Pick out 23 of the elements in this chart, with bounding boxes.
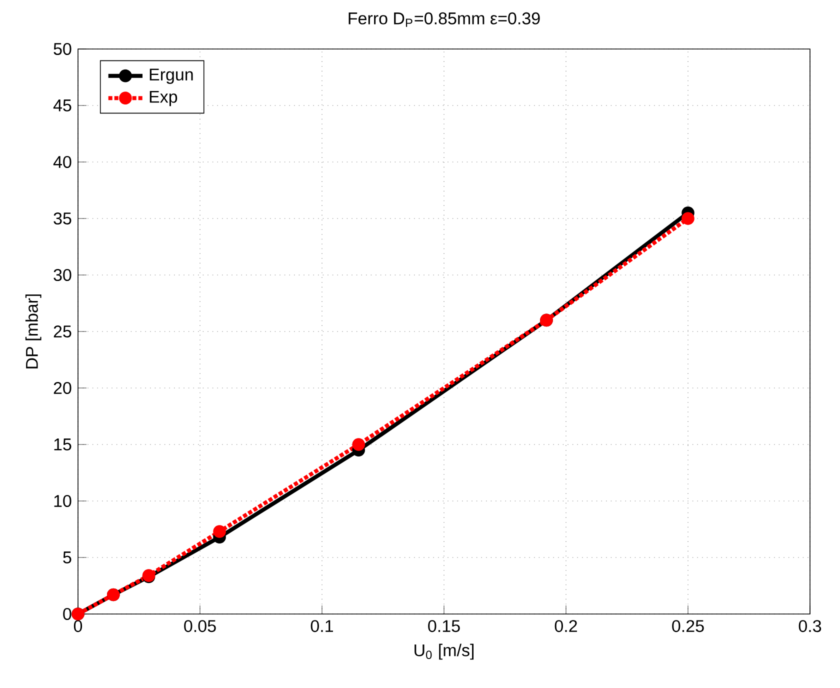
x-tick-label: 0.05 bbox=[184, 620, 216, 632]
y-tick-label: 0 bbox=[63, 608, 72, 620]
y-axis-title: DP [mbar] bbox=[25, 294, 42, 368]
y-tick-label: 40 bbox=[53, 156, 72, 168]
y-tick-label: 10 bbox=[54, 494, 72, 507]
y-tick-label: 45 bbox=[53, 100, 72, 112]
x-tick-label: 0.2 bbox=[554, 620, 577, 632]
x-tick-label: 0 bbox=[74, 620, 82, 632]
x-tick-label: 0.3 bbox=[798, 620, 822, 632]
y-tick-label: 5 bbox=[63, 552, 72, 564]
legend-label: Exp bbox=[150, 90, 178, 106]
x-tick-label: 0.15 bbox=[428, 620, 460, 632]
x-axis-title: U$_{0}$ [m/s] bbox=[414, 644, 474, 660]
x-tick-label: 0.25 bbox=[672, 620, 704, 632]
y-tick-label: 35 bbox=[54, 212, 72, 224]
y-tick-label: 20 bbox=[54, 382, 72, 394]
chart-title: Ferro D$_{P}$=0.85mm ε=0.39 bbox=[348, 12, 540, 27]
legend-label: Ergun bbox=[150, 68, 193, 84]
y-tick-label: 50 bbox=[54, 42, 72, 56]
x-tick-label: 0.1 bbox=[310, 620, 333, 632]
y-tick-label: 15 bbox=[54, 438, 72, 450]
y-tick-label: 25 bbox=[54, 325, 72, 338]
y-tick-label: 30 bbox=[54, 268, 72, 281]
